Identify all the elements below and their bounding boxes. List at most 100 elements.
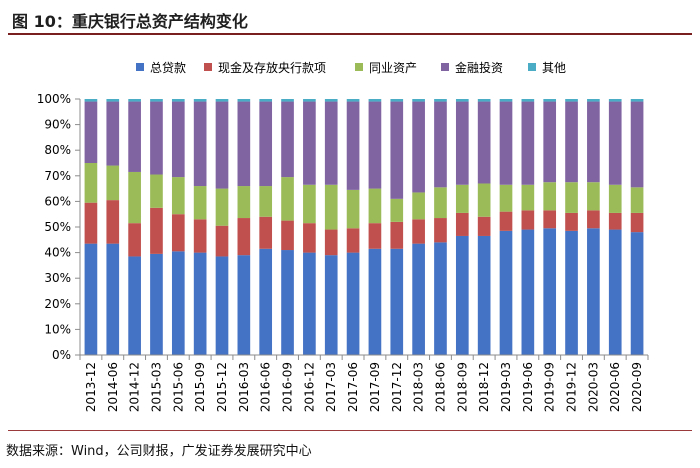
x-tick-label: 2019-06 (521, 362, 535, 412)
bar-segment-interbank (259, 186, 273, 217)
bar-segment-other (259, 99, 273, 102)
x-tick-label: 2013-12 (84, 362, 98, 412)
bar-segment-investments (84, 101, 98, 163)
bar-segment-other (412, 99, 425, 102)
y-tick-label: 80% (44, 143, 71, 157)
x-tick-label: 2017-03 (324, 362, 338, 412)
bar-segment-interbank (499, 184, 513, 212)
bar-segment-loans (608, 229, 622, 355)
bar-segment-loans (215, 256, 229, 355)
bar-segment-interbank (608, 184, 622, 213)
bar-segment-investments (434, 101, 447, 188)
bar-segment-interbank (587, 182, 600, 211)
bar-segment-loans (477, 235, 491, 355)
y-tick-label: 10% (44, 322, 71, 336)
bar-segment-cash (587, 210, 600, 229)
x-tick-label: 2017-09 (368, 362, 382, 412)
x-tick-label: 2020-06 (608, 362, 622, 412)
bar-segment-interbank (128, 171, 141, 224)
bar-segment-loans (368, 248, 382, 355)
title-divider (8, 33, 692, 35)
bar-segment-cash (565, 212, 578, 231)
bar-segment-loans (390, 248, 404, 355)
x-tick-label: 2020-09 (630, 362, 644, 412)
x-tick-label: 2015-09 (193, 362, 207, 412)
bar-segment-investments (324, 101, 338, 185)
bar-segment-other (106, 99, 120, 102)
bar-segment-loans (587, 228, 600, 355)
bar-segment-cash (303, 223, 316, 253)
bar-segment-investments (281, 101, 294, 178)
bar-segment-investments (521, 101, 535, 185)
bar-segment-cash (543, 210, 557, 229)
bar-segment-other (543, 99, 557, 102)
y-tick-label: 60% (44, 194, 71, 208)
bar-segment-cash (193, 219, 207, 253)
x-tick-label: 2014-12 (128, 362, 142, 412)
bar-segment-other (434, 99, 447, 102)
legend-label: 现金及存放央行款项 (218, 60, 327, 75)
y-tick-label: 90% (44, 118, 71, 132)
legend-label: 同业资产 (369, 60, 418, 75)
bar-segment-other (587, 99, 600, 102)
y-tick-label: 40% (44, 246, 71, 260)
bar-segment-investments (303, 101, 316, 185)
bar-segment-loans (84, 243, 98, 355)
bar-segment-investments (150, 101, 163, 175)
bar-segment-investments (368, 101, 382, 189)
x-tick-label: 2015-03 (149, 362, 163, 412)
bar-segment-loans (543, 228, 557, 355)
bar-segment-other (237, 99, 251, 102)
bar-segment-other (630, 99, 644, 102)
bar-segment-loans (128, 256, 141, 355)
y-tick-label: 100% (37, 92, 71, 106)
bar-segment-other (477, 99, 491, 102)
bar-segment-other (499, 99, 513, 102)
x-tick-label: 2017-12 (390, 362, 404, 412)
bar-segment-other (128, 99, 141, 102)
bar-segment-cash (499, 211, 513, 231)
bar-segment-other (215, 99, 229, 102)
bar-segment-interbank (412, 192, 425, 220)
bar-segment-cash (346, 228, 360, 253)
bar-segment-investments (346, 101, 360, 190)
bar-segment-loans (455, 235, 469, 355)
bar-segment-other (193, 99, 207, 102)
bar-segment-other (346, 99, 360, 102)
bar-segment-loans (259, 248, 273, 355)
legend-label: 总贷款 (150, 60, 187, 75)
bar-segment-cash (128, 223, 141, 257)
bar-segment-investments (412, 101, 425, 193)
bar-segment-interbank (477, 183, 491, 217)
x-tick-label: 2018-06 (433, 362, 447, 412)
bar-segment-investments (499, 101, 513, 185)
title-bar: 图 10：重庆银行总资产结构变化 (8, 6, 692, 32)
bar-segment-cash (150, 207, 163, 254)
bar-segment-interbank (434, 187, 447, 219)
source-divider (8, 430, 692, 431)
bar-segment-loans (630, 232, 644, 355)
bar-segment-interbank (303, 184, 316, 224)
legend-item-other: 其他 (528, 58, 566, 76)
x-tick-label: 2015-12 (215, 362, 229, 412)
bar-segment-investments (128, 101, 141, 172)
bar-segment-interbank (455, 184, 469, 213)
bar-segment-cash (237, 218, 251, 256)
bar-segment-cash (215, 225, 229, 257)
bar-segment-loans (434, 242, 447, 355)
bar-segment-loans (171, 251, 185, 355)
bar-segment-interbank (193, 186, 207, 220)
legend-label: 金融投资 (455, 60, 504, 75)
legend: 总贷款 现金及存放央行款项 同业资产 金融投资 其他 (0, 58, 700, 76)
legend-swatch (204, 63, 212, 71)
bar-segment-cash (477, 216, 491, 236)
bar-segment-loans (303, 252, 316, 355)
legend-item-cash: 现金及存放央行款项 (204, 58, 326, 76)
bar-segment-loans (324, 255, 338, 355)
legend-swatch (528, 63, 536, 71)
bar-segment-loans (565, 230, 578, 355)
bar-segment-other (608, 99, 622, 102)
y-tick-label: 50% (44, 220, 71, 234)
legend-swatch (355, 63, 363, 71)
x-tick-label: 2019-03 (499, 362, 513, 412)
